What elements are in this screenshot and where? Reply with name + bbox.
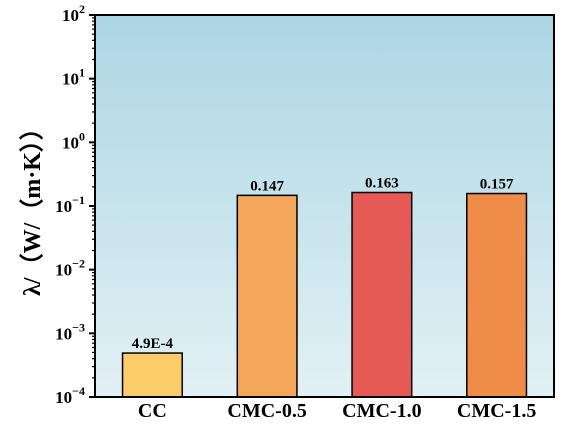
x-axis-labels: CC CMC-0.5 CMC-1.0 CMC-1.5 <box>138 400 536 422</box>
y-tick-label: 102 <box>62 2 85 25</box>
plot-frame <box>94 14 555 398</box>
bar-cmc-1-5 <box>466 192 528 398</box>
data-label: 0.157 <box>480 177 514 193</box>
y-tick-label: 10−4 <box>55 384 85 407</box>
data-label: 0.163 <box>365 175 399 191</box>
y-tick-label: 10−1 <box>55 193 85 216</box>
x-category-label: CC <box>138 400 167 422</box>
x-category-label: CMC-0.5 <box>227 400 306 422</box>
data-label: 0.147 <box>250 178 284 194</box>
bars-group <box>121 191 528 398</box>
x-category-label: CMC-1.0 <box>342 400 421 422</box>
x-category-label: CMC-1.5 <box>457 400 536 422</box>
data-labels-group: 4.9E-4 0.147 0.163 0.157 <box>132 175 514 352</box>
y-tick-label: 10−3 <box>55 320 85 343</box>
y-tick-label: 10−2 <box>55 257 85 280</box>
y-tick-label: 100 <box>62 129 85 152</box>
bar-cc <box>121 352 183 398</box>
bar-cmc-1-0 <box>351 191 413 398</box>
y-axis-ticks: 10−4 10−3 10−2 10−1 100 101 102 <box>55 2 95 407</box>
data-label: 4.9E-4 <box>132 336 174 352</box>
y-axis-label: λ/（W/（m·K）） <box>19 116 46 296</box>
bar-cmc-0-5 <box>236 194 298 398</box>
y-tick-label: 101 <box>62 66 85 89</box>
